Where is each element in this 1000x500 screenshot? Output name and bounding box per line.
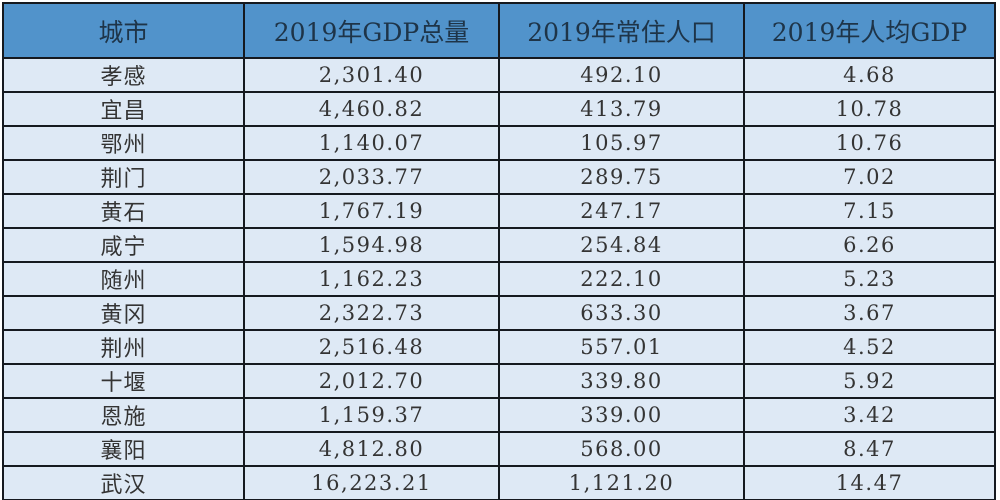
cell-city: 咸宁 (2, 227, 245, 263)
table-row: 黄冈 2,322.73 633.30 3.67 (2, 295, 996, 331)
cell-resident-population: 222.10 (498, 261, 745, 297)
table-row: 荆州 2,516.48 557.01 4.52 (2, 329, 996, 365)
table-row: 鄂州 1,140.07 105.97 10.76 (2, 125, 996, 161)
table-row: 黄石 1,767.19 247.17 7.15 (2, 193, 996, 229)
header-cell-gdp-per-capita: 2019年人均GDP (743, 2, 996, 59)
cell-gdp-total: 2,012.70 (243, 363, 500, 399)
cell-gdp-per-capita: 3.67 (743, 295, 996, 331)
header-cell-resident-population: 2019年常住人口 (498, 2, 745, 59)
cell-gdp-per-capita: 8.47 (743, 431, 996, 467)
cell-gdp-per-capita: 4.68 (743, 57, 996, 93)
cell-resident-population: 633.30 (498, 295, 745, 331)
cell-city: 荆门 (2, 159, 245, 195)
cell-gdp-total: 16,223.21 (243, 465, 500, 500)
cell-gdp-per-capita: 4.52 (743, 329, 996, 365)
cell-resident-population: 339.80 (498, 363, 745, 399)
cell-gdp-per-capita: 10.76 (743, 125, 996, 161)
cell-gdp-total: 1,159.37 (243, 397, 500, 433)
cell-resident-population: 105.97 (498, 125, 745, 161)
table-row: 随州 1,162.23 222.10 5.23 (2, 261, 996, 297)
cell-resident-population: 568.00 (498, 431, 745, 467)
table-row: 襄阳 4,812.80 568.00 8.47 (2, 431, 996, 467)
cell-city: 十堰 (2, 363, 245, 399)
table-row: 武汉 16,223.21 1,121.20 14.47 (2, 465, 996, 500)
cell-gdp-total: 4,460.82 (243, 91, 500, 127)
cell-gdp-total: 2,322.73 (243, 295, 500, 331)
cell-resident-population: 254.84 (498, 227, 745, 263)
cell-city: 黄冈 (2, 295, 245, 331)
cell-city: 鄂州 (2, 125, 245, 161)
cell-gdp-per-capita: 6.26 (743, 227, 996, 263)
cell-gdp-per-capita: 3.42 (743, 397, 996, 433)
cell-city: 随州 (2, 261, 245, 297)
cell-gdp-total: 1,140.07 (243, 125, 500, 161)
header-cell-gdp-total: 2019年GDP总量 (243, 2, 500, 59)
cell-gdp-per-capita: 7.15 (743, 193, 996, 229)
cell-gdp-per-capita: 5.92 (743, 363, 996, 399)
cell-city: 襄阳 (2, 431, 245, 467)
cell-city: 荆州 (2, 329, 245, 365)
cell-gdp-per-capita: 10.78 (743, 91, 996, 127)
table-body: 孝感 2,301.40 492.10 4.68 宜昌 4,460.82 413.79 10.7… (2, 57, 996, 500)
cell-gdp-total: 4,812.80 (243, 431, 500, 467)
cell-gdp-total: 1,594.98 (243, 227, 500, 263)
cell-resident-population: 413.79 (498, 91, 745, 127)
cell-gdp-per-capita: 5.23 (743, 261, 996, 297)
header-row: 城市 2019年GDP总量 2019年常住人口 2019年人均GDP (2, 2, 996, 59)
table-row: 咸宁 1,594.98 254.84 6.26 (2, 227, 996, 263)
cell-resident-population: 1,121.20 (498, 465, 745, 500)
cell-city: 恩施 (2, 397, 245, 433)
cell-resident-population: 339.00 (498, 397, 745, 433)
cell-city: 孝感 (2, 57, 245, 93)
cell-resident-population: 289.75 (498, 159, 745, 195)
cell-gdp-per-capita: 14.47 (743, 465, 996, 500)
cell-gdp-per-capita: 7.02 (743, 159, 996, 195)
table-row: 恩施 1,159.37 339.00 3.42 (2, 397, 996, 433)
header-cell-city: 城市 (2, 2, 245, 59)
cell-gdp-total: 2,516.48 (243, 329, 500, 365)
cell-gdp-total: 1,162.23 (243, 261, 500, 297)
cell-city: 宜昌 (2, 91, 245, 127)
table-row: 宜昌 4,460.82 413.79 10.78 (2, 91, 996, 127)
table-row: 孝感 2,301.40 492.10 4.68 (2, 57, 996, 93)
cell-city: 黄石 (2, 193, 245, 229)
table-header: 城市 2019年GDP总量 2019年常住人口 2019年人均GDP (2, 2, 996, 59)
cell-gdp-total: 2,033.77 (243, 159, 500, 195)
cell-resident-population: 492.10 (498, 57, 745, 93)
cell-resident-population: 557.01 (498, 329, 745, 365)
cell-city: 武汉 (2, 465, 245, 500)
cell-gdp-total: 1,767.19 (243, 193, 500, 229)
table-row: 荆门 2,033.77 289.75 7.02 (2, 159, 996, 195)
cell-gdp-total: 2,301.40 (243, 57, 500, 93)
table-row: 十堰 2,012.70 339.80 5.92 (2, 363, 996, 399)
cell-resident-population: 247.17 (498, 193, 745, 229)
